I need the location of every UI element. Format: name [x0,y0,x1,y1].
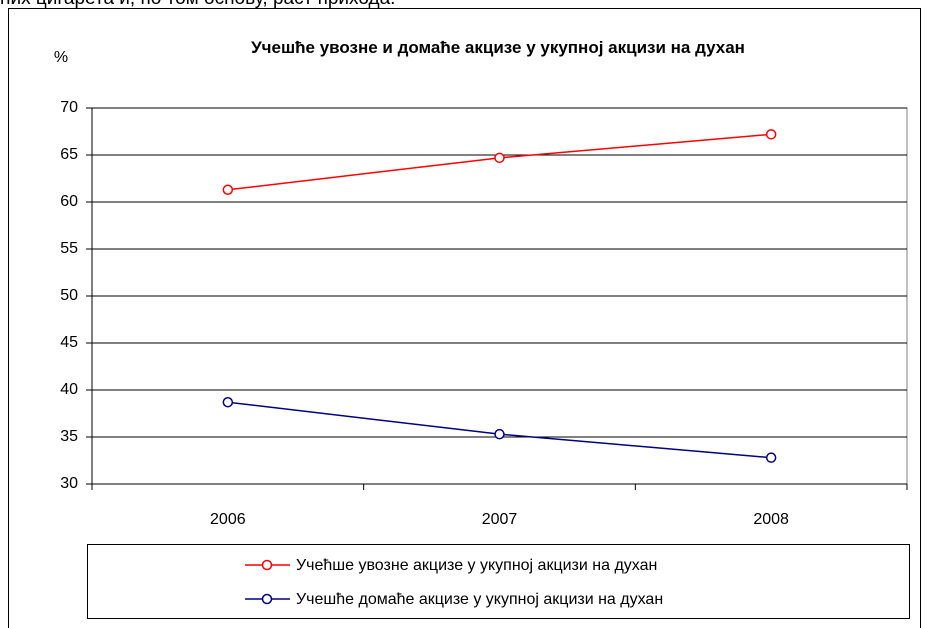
x-tick-label: 2007 [482,511,518,528]
y-tick-label: 40 [60,381,78,398]
y-tick-label: 30 [60,475,78,492]
legend-label: Учешће домаће акцизе у укупној акцизи на… [296,591,663,608]
legend-label: Учећше увозне акцизе у укупној акцизи на… [296,557,657,574]
y-tick-label: 35 [60,428,78,445]
point [494,152,505,164]
y-tick-label: 45 [60,334,78,351]
x-tick-label: 2008 [753,511,789,528]
legend-box [87,544,910,619]
text-above: них цигарета и, по том основу, раст прих… [0,0,395,10]
legend-marker [261,593,273,605]
y-tick-label: 70 [60,99,78,116]
point [765,452,777,463]
y-tick-label: 50 [60,287,78,304]
chart-title: Учешће увозне и домаће акцизе у укупној … [251,38,745,57]
point [222,184,234,196]
legend-marker [261,559,273,571]
point [765,129,777,140]
point [222,396,234,408]
point [494,428,505,440]
y-axis-label: % [54,49,68,66]
y-tick-label: 65 [60,146,78,163]
y-tick-label: 60 [60,193,78,210]
x-tick-label: 2006 [210,511,246,528]
chart-border [8,8,921,628]
y-tick-label: 55 [60,240,78,257]
